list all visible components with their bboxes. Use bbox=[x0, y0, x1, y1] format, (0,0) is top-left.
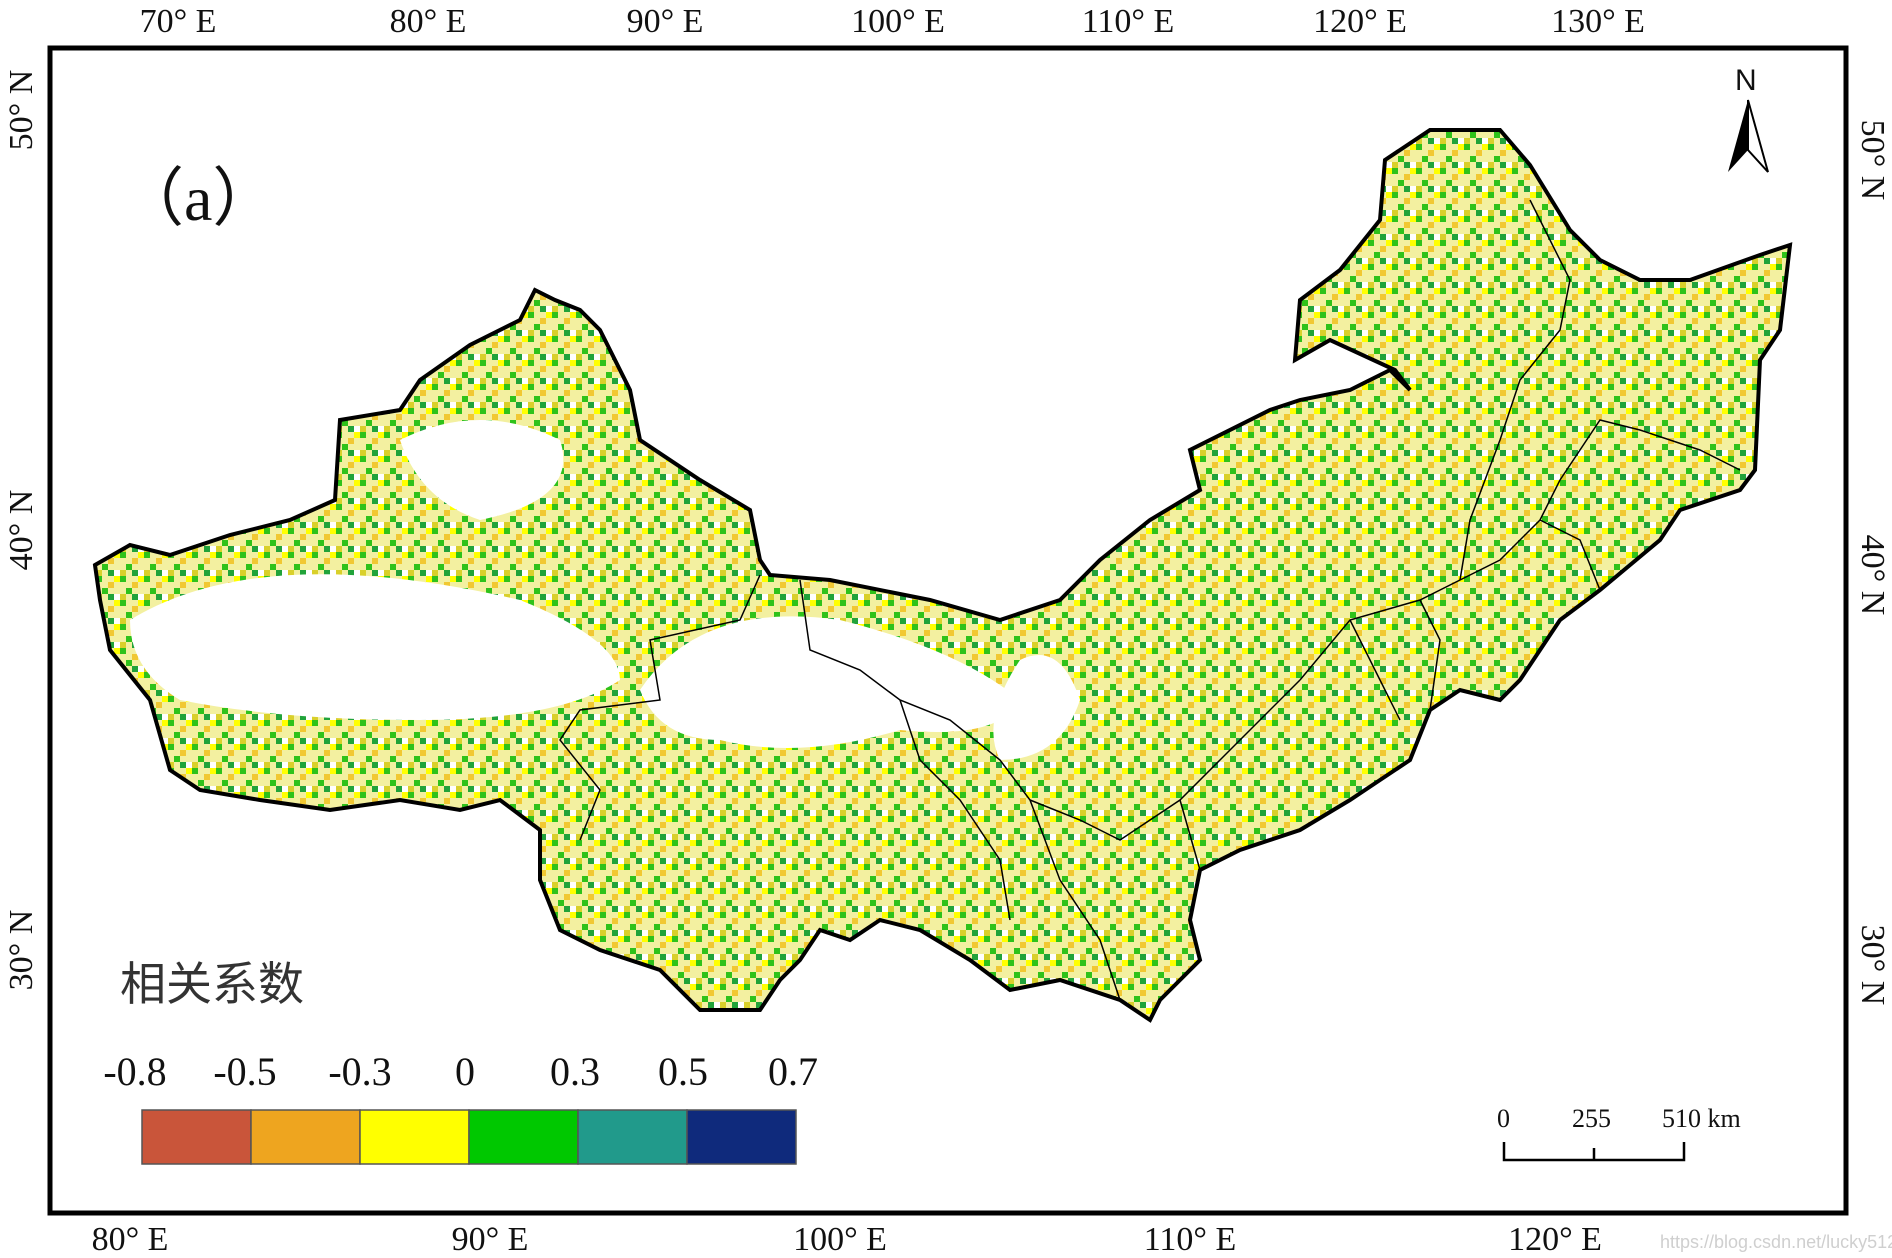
legend-value-label: 0.5 bbox=[658, 1049, 708, 1094]
legend-swatch bbox=[686, 1109, 797, 1165]
top-tick-label: 130° E bbox=[1551, 3, 1645, 40]
desert-area bbox=[993, 655, 1080, 760]
bottom-tick-label: 120° E bbox=[1508, 1221, 1602, 1258]
bottom-tick-label: 100° E bbox=[793, 1221, 887, 1258]
top-tick-label: 90° E bbox=[627, 3, 704, 40]
desert-area bbox=[640, 616, 1020, 748]
north-label: N bbox=[1735, 64, 1757, 97]
watermark: https://blog.csdn.net/lucky51222 bbox=[1660, 1232, 1892, 1252]
scale-label-0: 0 bbox=[1497, 1104, 1510, 1133]
top-tick-label: 120° E bbox=[1313, 3, 1407, 40]
legend-swatch bbox=[250, 1109, 361, 1165]
legend-value-label: -0.8 bbox=[103, 1049, 166, 1094]
right-tick-label: 50° N bbox=[1854, 120, 1891, 201]
legend-swatch bbox=[577, 1109, 688, 1165]
left-tick-label: 30° N bbox=[3, 910, 40, 991]
province-borders bbox=[559, 199, 1741, 1001]
right-tick-label: 30° N bbox=[1854, 925, 1891, 1006]
legend-value-label: -0.3 bbox=[328, 1049, 391, 1094]
legend-swatch bbox=[359, 1109, 470, 1165]
legend-value-label: 0 bbox=[455, 1049, 475, 1094]
desert-area bbox=[400, 420, 564, 520]
legend-value-label: 0.3 bbox=[550, 1049, 600, 1094]
legend-value-label: 0.7 bbox=[768, 1049, 818, 1094]
desert-area bbox=[130, 574, 620, 720]
scale-label-1: 255 bbox=[1572, 1104, 1611, 1133]
bottom-tick-label: 110° E bbox=[1144, 1221, 1237, 1258]
study-region bbox=[92, 128, 1793, 1023]
bottom-tick-label: 90° E bbox=[452, 1221, 529, 1258]
top-tick-label: 80° E bbox=[390, 3, 467, 40]
legend-title: 相关系数 bbox=[120, 957, 304, 1011]
scale-label-2: 510 km bbox=[1662, 1104, 1741, 1133]
left-tick-label: 40° N bbox=[3, 490, 40, 571]
bottom-tick-label: 80° E bbox=[92, 1221, 169, 1258]
right-tick-label: 40° N bbox=[1854, 535, 1891, 616]
legend-swatch bbox=[141, 1109, 252, 1165]
left-tick-label: 50° N bbox=[3, 70, 40, 151]
north-arrow-icon: N bbox=[1728, 64, 1769, 173]
scale-bar bbox=[1502, 1142, 1686, 1162]
legend: 相关系数 -0.8 -0.5 -0.3 0 0.3 0.5 0.7 bbox=[103, 957, 818, 1165]
legend-value-label: -0.5 bbox=[213, 1049, 276, 1094]
legend-swatch bbox=[468, 1109, 579, 1165]
top-tick-label: 70° E bbox=[140, 3, 217, 40]
panel-label: （a） bbox=[120, 163, 276, 234]
top-tick-label: 110° E bbox=[1082, 3, 1175, 40]
top-tick-label: 100° E bbox=[851, 3, 945, 40]
